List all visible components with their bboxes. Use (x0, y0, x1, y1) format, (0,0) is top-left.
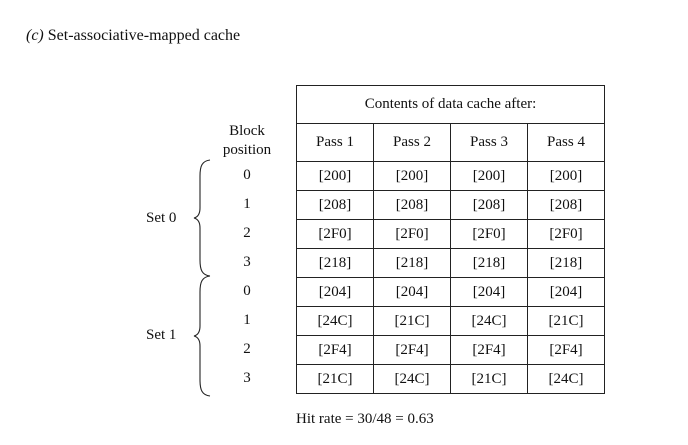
table-row: [200] [200] [200] [200] (296, 161, 605, 191)
cache-cell: [2F4] (450, 335, 528, 365)
block-position: 2 (243, 341, 251, 357)
block-position: 3 (243, 254, 251, 270)
cache-cell: [2F4] (373, 335, 451, 365)
block-position: 0 (243, 283, 251, 299)
cache-cell: [204] (527, 277, 605, 307)
cache-cell: [2F0] (450, 219, 528, 249)
block-position-header-line1: Block (229, 123, 265, 139)
table-header-row: Pass 1 Pass 2 Pass 3 Pass 4 (296, 123, 605, 162)
cache-cell: [218] (296, 248, 374, 278)
cache-cell: [208] (450, 190, 528, 220)
cache-cell: [24C] (296, 306, 374, 336)
section-heading: (c) Set-associative-mapped cache (26, 27, 240, 45)
cache-cell: [2F4] (527, 335, 605, 365)
cache-cell: [2F0] (296, 219, 374, 249)
cache-cell: [204] (296, 277, 374, 307)
table-row: [2F0] [2F0] [2F0] [2F0] (296, 219, 605, 249)
table-title: Contents of data cache after: (296, 85, 605, 124)
block-position-header-line2: position (222, 142, 272, 158)
cache-cell: [204] (373, 277, 451, 307)
table-row: [24C] [21C] [24C] [21C] (296, 306, 605, 336)
cache-cell: [2F0] (527, 219, 605, 249)
pass-header: Pass 4 (527, 123, 605, 162)
block-position-column: 0 1 2 3 0 1 2 3 (232, 161, 262, 393)
section-title: Set-associative-mapped cache (47, 27, 241, 44)
table-row: [204] [204] [204] [204] (296, 277, 605, 307)
cache-cell: [208] (296, 190, 374, 220)
set-1-brace (193, 275, 211, 397)
block-position-header: Block position (210, 122, 284, 160)
cache-cell: [21C] (450, 364, 528, 394)
cache-cell: [24C] (527, 364, 605, 394)
cache-cell: [208] (527, 190, 605, 220)
cache-cell: [218] (527, 248, 605, 278)
set-0-brace (193, 159, 211, 277)
set-0-label: Set 0 (146, 210, 177, 226)
cache-cell: [21C] (296, 364, 374, 394)
cache-cell: [21C] (373, 306, 451, 336)
cache-cell: [24C] (450, 306, 528, 336)
pass-header: Pass 2 (373, 123, 451, 162)
cache-cell: [218] (373, 248, 451, 278)
cache-cell: [208] (373, 190, 451, 220)
cache-cell: [200] (296, 161, 374, 191)
block-position: 2 (243, 225, 251, 241)
cache-contents-table: Contents of data cache after: Pass 1 Pas… (296, 85, 605, 394)
cache-cell: [2F0] (373, 219, 451, 249)
cache-cell: [2F4] (296, 335, 374, 365)
cache-cell: [200] (373, 161, 451, 191)
table-row: [218] [218] [218] [218] (296, 248, 605, 278)
table-row: [208] [208] [208] [208] (296, 190, 605, 220)
pass-header: Pass 3 (450, 123, 528, 162)
cache-cell: [200] (527, 161, 605, 191)
cache-cell: [24C] (373, 364, 451, 394)
block-position: 0 (243, 167, 251, 183)
block-position: 1 (243, 196, 251, 212)
pass-header: Pass 1 (296, 123, 374, 162)
cache-cell: [21C] (527, 306, 605, 336)
hit-rate: Hit rate = 30/48 = 0.63 (296, 411, 434, 427)
cache-cell: [218] (450, 248, 528, 278)
block-position: 1 (243, 312, 251, 328)
cache-cell: [200] (450, 161, 528, 191)
set-1-label: Set 1 (146, 327, 177, 343)
block-position: 3 (243, 370, 251, 386)
table-row: [2F4] [2F4] [2F4] [2F4] (296, 335, 605, 365)
table-title-row: Contents of data cache after: (296, 85, 605, 124)
cache-cell: [204] (450, 277, 528, 307)
section-label: (c) (26, 27, 44, 44)
table-row: [21C] [24C] [21C] [24C] (296, 364, 605, 394)
